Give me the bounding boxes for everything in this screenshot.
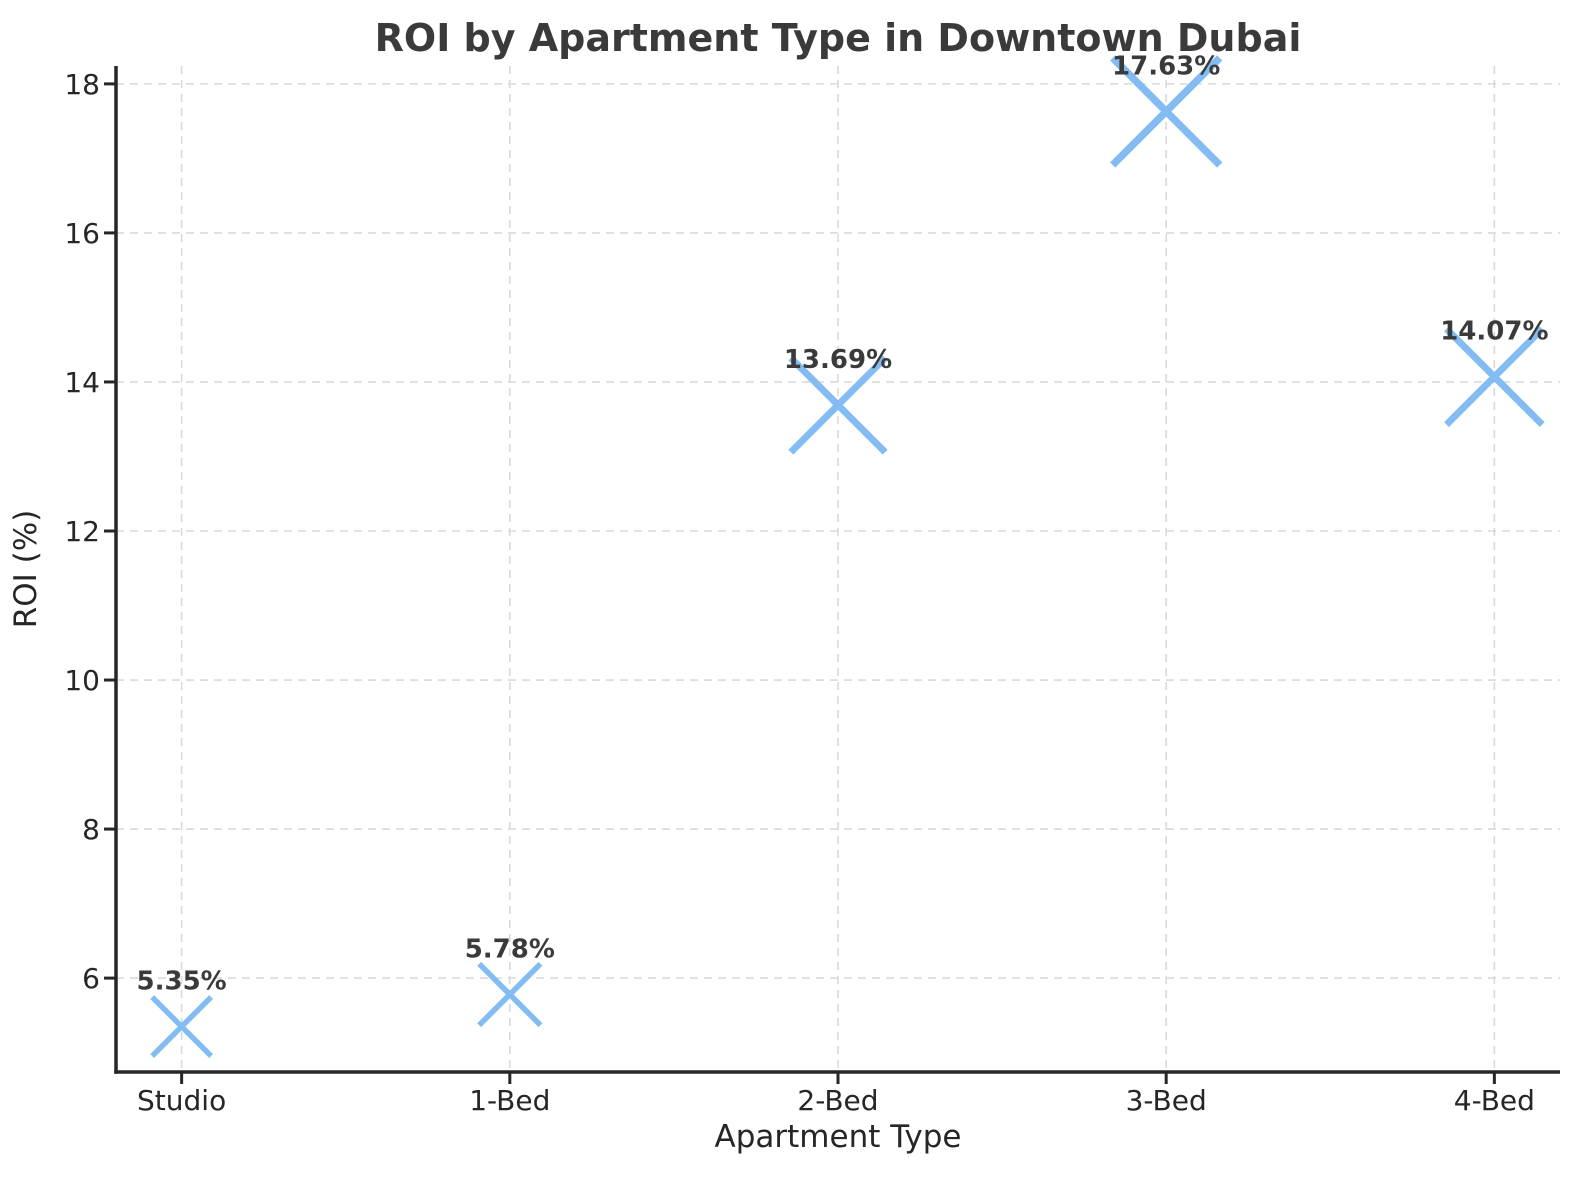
y-axis-title: ROI (%) xyxy=(8,510,44,629)
data-label-layer: 5.35% 5.78% 13.69% 17.63% 14.07% xyxy=(137,51,1549,996)
x-marker xyxy=(150,995,214,1058)
chart-title: ROI by Apartment Type in Downtown Dubai xyxy=(375,16,1302,60)
x-marker xyxy=(477,961,543,1028)
x-tick-label: 1-Bed xyxy=(469,1084,550,1117)
x-tick-label: 3-Bed xyxy=(1126,1084,1207,1117)
axis-layer: 6 8 10 12 14 16 18 Studio 1-Bed 2-Bed 3-Bed 4-Bed xyxy=(64,66,1560,1117)
y-tick-label: 12 xyxy=(64,515,100,548)
x-axis-title: Apartment Type xyxy=(715,1119,962,1155)
x-marker xyxy=(1110,55,1223,168)
x-marker xyxy=(788,355,888,455)
x-marker xyxy=(1444,326,1545,428)
y-tick-label: 10 xyxy=(64,664,100,697)
grid-layer xyxy=(116,66,1560,1072)
y-tick-label: 18 xyxy=(64,68,100,101)
y-tick-label: 16 xyxy=(64,217,100,250)
data-label: 14.07% xyxy=(1440,317,1548,347)
data-label: 17.63% xyxy=(1112,51,1220,81)
marker-layer xyxy=(150,55,1545,1058)
y-tick-label: 14 xyxy=(64,366,100,399)
data-label: 5.35% xyxy=(137,967,227,997)
data-label: 5.78% xyxy=(465,935,555,965)
y-tick-label: 6 xyxy=(82,962,100,995)
x-tick-label: Studio xyxy=(137,1084,226,1117)
data-label: 13.69% xyxy=(784,345,892,375)
y-tick-label: 8 xyxy=(82,813,100,846)
x-tick-label: 2-Bed xyxy=(797,1084,878,1117)
x-tick-label: 4-Bed xyxy=(1454,1084,1535,1117)
